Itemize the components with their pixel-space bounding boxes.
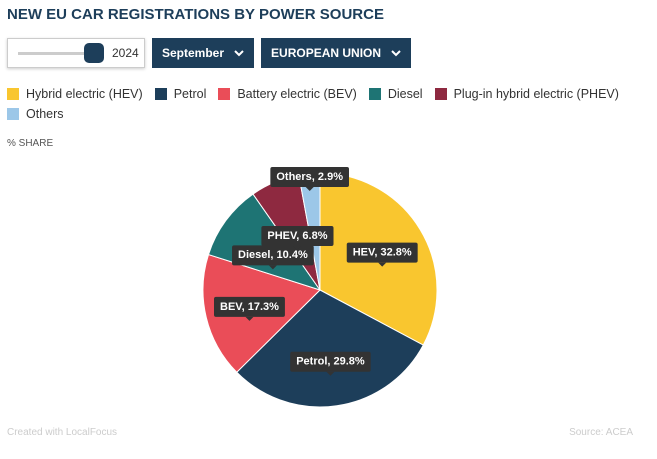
legend-swatch (218, 88, 231, 100)
legend-label: Plug-in hybrid electric (PHEV) (453, 87, 619, 101)
pie-slice (252, 174, 321, 291)
pie-slice (202, 253, 321, 373)
chevron (234, 49, 244, 56)
label-pointer (378, 262, 387, 267)
month-dropdown[interactable]: September (152, 38, 255, 68)
data-label: Others, 2.9% (270, 166, 349, 191)
slider-track (18, 52, 98, 55)
label-text: PHEV, 6.8% (267, 230, 327, 242)
label-bg (346, 242, 418, 263)
label-text: HEV, 32.8% (353, 247, 412, 259)
year-label: 2024 (112, 46, 139, 60)
legend-swatch (368, 88, 381, 100)
legend-swatch (434, 88, 447, 100)
label-bg (261, 226, 334, 247)
year-slider[interactable]: 2024 (7, 38, 145, 68)
label-pointer (305, 186, 314, 191)
pie-slice (207, 193, 322, 291)
source: Source: ACEA (569, 427, 633, 438)
data-label: Diesel, 10.4% (232, 245, 314, 270)
slider-knob[interactable] (84, 43, 104, 63)
label-pointer (293, 246, 302, 251)
data-label: PHEV, 6.8% (261, 226, 334, 251)
legend-swatch (154, 88, 167, 100)
label-pointer (268, 265, 277, 270)
region-dropdown[interactable]: EUROPEAN UNION (261, 38, 412, 68)
legend-label: Hybrid electric (HEV) (26, 87, 143, 101)
legend-item[interactable]: Petrol (154, 87, 207, 101)
legend-swatch (7, 88, 19, 100)
label-text: Diesel, 10.4% (238, 249, 308, 261)
subtitle: % SHARE (7, 138, 54, 149)
label-pointer (245, 316, 254, 321)
credit: Created with LocalFocus (7, 427, 118, 438)
data-label: BEV, 17.3% (214, 296, 285, 321)
label-text: Petrol, 29.8% (296, 356, 365, 368)
legend-item[interactable]: Battery electric (BEV) (218, 87, 357, 101)
chevron (391, 49, 401, 56)
chart-title: NEW EU CAR REGISTRATIONS BY POWER SOURCE (7, 6, 384, 23)
legend-item[interactable]: Others (7, 107, 64, 121)
legend-label: Battery electric (BEV) (237, 87, 357, 101)
label-bg (214, 296, 285, 317)
legend-label: Petrol (173, 87, 207, 101)
legend-item[interactable]: Plug-in hybrid electric (PHEV) (434, 87, 619, 101)
controls: 2024 September EUROPEAN UNION (7, 38, 412, 68)
region-label: EUROPEAN UNION (271, 46, 382, 60)
label-text: BEV, 17.3% (220, 301, 279, 313)
legend-swatch (7, 108, 19, 120)
label-bg (232, 245, 314, 266)
month-label: September (162, 46, 225, 60)
legend-item[interactable]: Diesel (368, 87, 423, 101)
legend-label: Diesel (387, 87, 423, 101)
legend: Hybrid electric (HEV) Petrol Battery elect… (7, 87, 647, 121)
label-text: Others, 2.9% (276, 171, 343, 183)
legend-item[interactable]: Hybrid electric (HEV) (7, 87, 143, 101)
label-bg (270, 166, 349, 187)
label-pointer (326, 371, 335, 376)
pie-slice (298, 172, 321, 291)
legend-label: Others (26, 107, 64, 121)
pie-slice (319, 172, 438, 346)
data-label: Petrol, 29.8% (290, 351, 371, 376)
label-bg (290, 351, 371, 372)
data-label: HEV, 32.8% (346, 242, 418, 267)
pie-slice (236, 289, 424, 408)
